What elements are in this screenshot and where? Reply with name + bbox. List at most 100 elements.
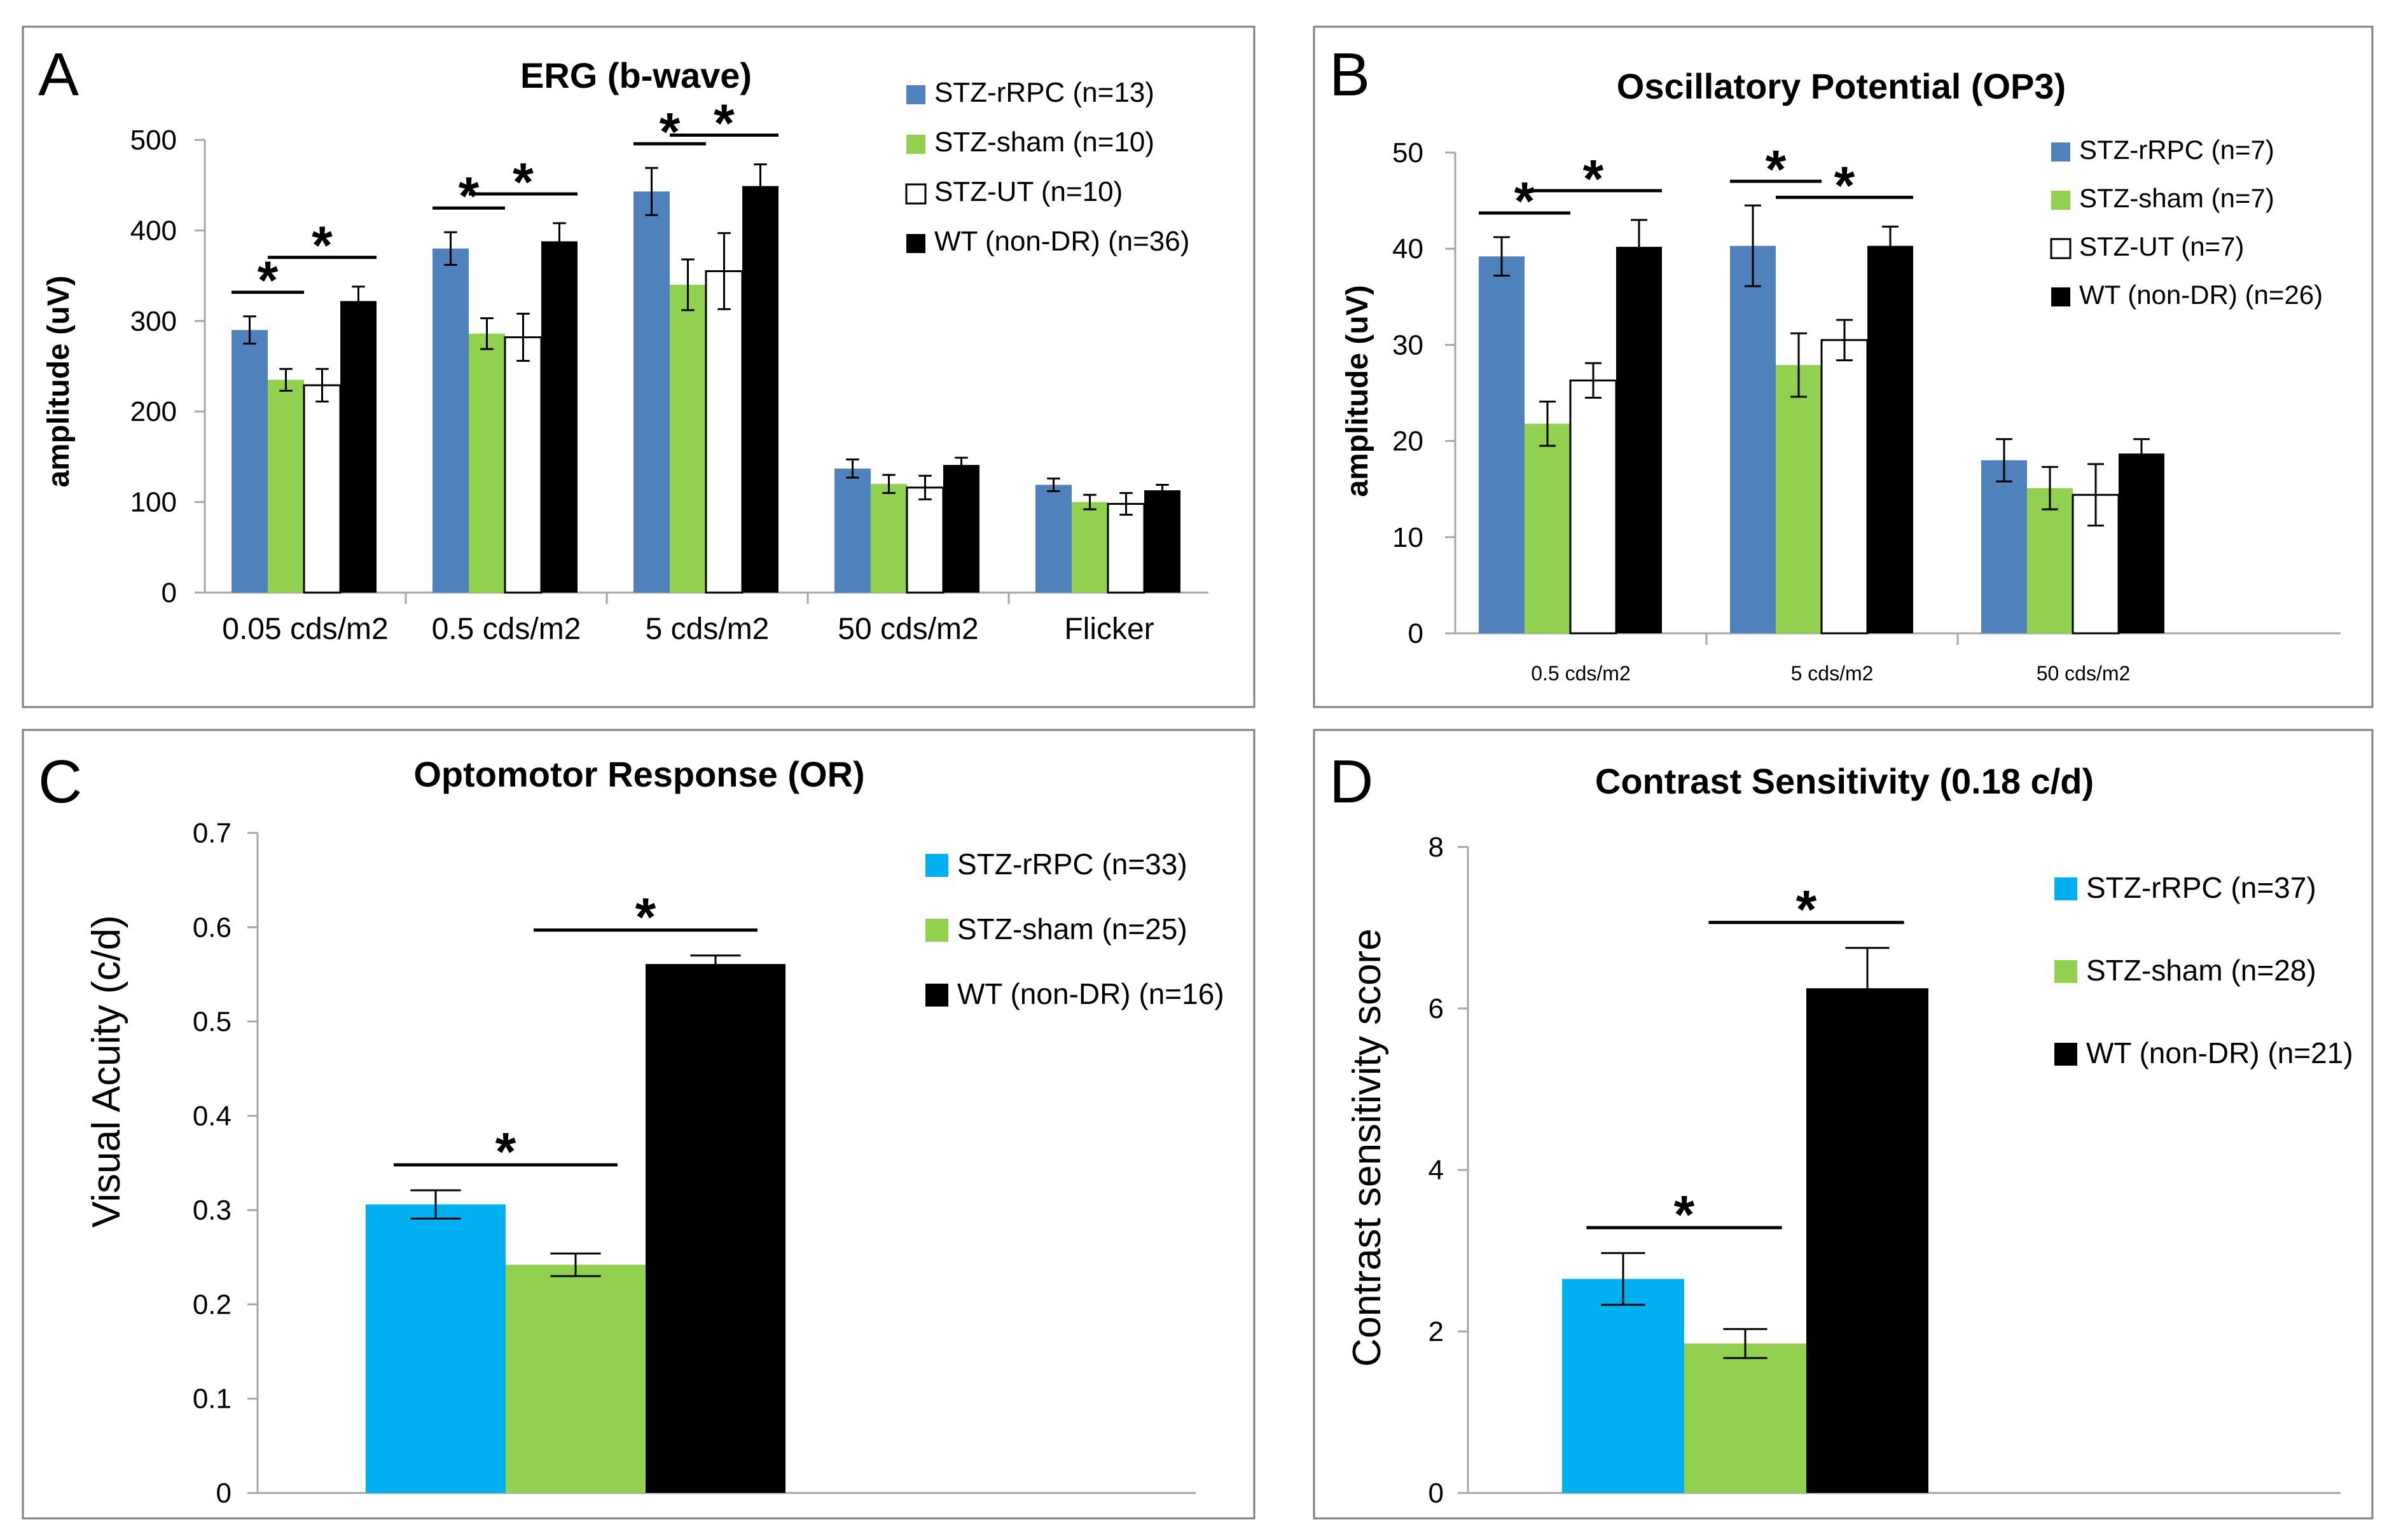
panel-d-contrast: D Contrast Sensitivity (0.18 c/d) Contra… bbox=[1313, 729, 2374, 1520]
legend-label: STZ-UT (n=7) bbox=[2079, 231, 2244, 261]
y-tick-label: 0.4 bbox=[193, 1101, 232, 1132]
legend-swatch-green bbox=[925, 919, 948, 942]
panel-b-title: Oscillatory Potential (OP3) bbox=[1617, 66, 2066, 106]
legend-swatch-cyan bbox=[2054, 877, 2077, 900]
legend-label: STZ-sham (n=7) bbox=[2079, 183, 2274, 213]
panel-a-bars bbox=[232, 163, 1180, 594]
legend-swatch-blue bbox=[2051, 142, 2070, 162]
legend-swatch-green bbox=[2051, 191, 2070, 210]
y-tick-label: 6 bbox=[1429, 993, 1444, 1024]
bar-green-1 bbox=[506, 1265, 646, 1493]
panel-a-letter: A bbox=[38, 41, 79, 109]
panel-d-y-label: Contrast sensitivity score bbox=[1345, 928, 1389, 1366]
bar-blue-2 bbox=[432, 248, 469, 593]
y-tick-label: 200 bbox=[130, 396, 177, 427]
legend-swatch-black bbox=[906, 234, 925, 253]
panel-d-bars bbox=[1562, 947, 1928, 1493]
significance-star: * bbox=[714, 93, 735, 153]
panel-a-significance: * * * * * * bbox=[232, 93, 778, 310]
y-tick-label: 0 bbox=[216, 1478, 232, 1509]
panel-d-significance: ** bbox=[1586, 879, 1904, 1244]
legend-swatch-white bbox=[2050, 238, 2072, 259]
legend-label: STZ-sham (n=25) bbox=[957, 912, 1187, 945]
bar-blue-4 bbox=[834, 468, 871, 593]
bar-green-2 bbox=[469, 333, 505, 593]
bar-white-2 bbox=[1820, 339, 1869, 635]
panel-b-letter: B bbox=[1329, 41, 1370, 109]
y-tick-label: 0.5 bbox=[193, 1007, 232, 1038]
bar-black-3 bbox=[2119, 453, 2164, 633]
panel-c-y-label: Visual Acuity (c/d) bbox=[85, 915, 128, 1228]
bar-green-3 bbox=[670, 284, 706, 593]
bar-black-2 bbox=[541, 241, 578, 593]
panel-b-y-label: amplitude (uV) bbox=[1341, 285, 1374, 497]
legend-swatch-blue bbox=[906, 85, 925, 104]
legend-swatch-black bbox=[2051, 287, 2070, 306]
panel-c-axes: 0 0.1 0.2 0.3 0.4 0.5 0.6 0.7 bbox=[193, 818, 1196, 1509]
bar-green-5 bbox=[1072, 502, 1108, 593]
panel-c-legend: STZ-rRPC (n=33) STZ-sham (n=25) WT (non-DR… bbox=[925, 848, 1224, 1010]
panel-c-significance: ** bbox=[394, 887, 758, 1181]
panel-a-axes: 0 100 200 300 400 500 0.05 cds/m2 0.5 cds/m2 5 c… bbox=[130, 125, 1208, 646]
significance-star: * bbox=[660, 102, 681, 162]
y-tick-label: 0.1 bbox=[193, 1384, 232, 1415]
significance-star: * bbox=[258, 251, 279, 310]
y-tick-label: 20 bbox=[1392, 426, 1423, 457]
x-category-label: 5 cds/m2 bbox=[646, 612, 770, 646]
bar-black-2 bbox=[1867, 245, 1913, 633]
panel-c-optomotor: C Optomotor Response (OR) Visual Acuity … bbox=[22, 729, 1256, 1520]
panel-b-axes: 0 10 20 30 40 50 0.5 cds/m2 5 cds/m2 50 cds/m2 bbox=[1392, 137, 2341, 685]
bar-green-4 bbox=[871, 484, 907, 593]
significance-star: * bbox=[513, 152, 534, 212]
y-tick-label: 500 bbox=[130, 125, 177, 156]
legend-swatch-black bbox=[2054, 1043, 2077, 1066]
significance-star: * bbox=[1766, 139, 1787, 199]
bar-blue-2 bbox=[1730, 245, 1776, 633]
y-tick-label: 300 bbox=[130, 306, 177, 337]
bar-cyan-1 bbox=[1562, 1279, 1684, 1493]
y-tick-label: 8 bbox=[1429, 832, 1444, 863]
panel-c-bars bbox=[366, 954, 785, 1493]
bar-green-1 bbox=[268, 380, 304, 593]
panel-a-erg: A ERG (b-wave) amplitude (uV) 0 100 200 300… bbox=[22, 25, 1256, 708]
x-category-label: 0.05 cds/m2 bbox=[222, 612, 388, 646]
panel-b-bars bbox=[1479, 204, 2164, 635]
legend-label: STZ-rRPC (n=33) bbox=[957, 848, 1187, 881]
legend-label: WT (non-DR) (n=16) bbox=[957, 977, 1224, 1010]
legend-label: WT (non-DR) (n=26) bbox=[2079, 280, 2323, 310]
bar-white-5 bbox=[1107, 502, 1145, 594]
y-tick-label: 50 bbox=[1392, 137, 1423, 168]
bar-white-3 bbox=[705, 270, 744, 594]
panel-b-legend: STZ-rRPC (n=7) STZ-sham (n=7) STZ-UT (n=7)… bbox=[2050, 135, 2323, 310]
panel-a-title: ERG (b-wave) bbox=[520, 55, 752, 95]
bar-white-1 bbox=[303, 384, 342, 594]
panel-d-legend: STZ-rRPC (n=37) STZ-sham (n=28) WT (non-DR… bbox=[2054, 871, 2353, 1069]
bar-black-1 bbox=[1616, 247, 1662, 633]
bar-white-1 bbox=[1569, 379, 1617, 635]
bar-black-4 bbox=[943, 465, 979, 593]
bar-black-1 bbox=[646, 964, 785, 1493]
bar-blue-1 bbox=[1479, 256, 1525, 633]
bar-green-1 bbox=[1684, 1344, 1806, 1493]
panel-b-significance: * * * * bbox=[1479, 139, 1913, 231]
y-tick-label: 0.2 bbox=[193, 1289, 232, 1320]
legend-swatch-cyan bbox=[925, 854, 948, 877]
significance-star: * bbox=[312, 216, 333, 275]
legend-swatch-black bbox=[925, 984, 948, 1007]
panel-d-title: Contrast Sensitivity (0.18 c/d) bbox=[1595, 761, 2094, 801]
bar-blue-1 bbox=[232, 330, 268, 593]
panel-a-legend: STZ-rRPC (n=13) STZ-sham (n=10) STZ-UT (n=… bbox=[905, 77, 1189, 257]
bar-green-1 bbox=[1525, 423, 1570, 633]
panel-d-letter: D bbox=[1329, 748, 1373, 816]
legend-label: WT (non-DR) (n=36) bbox=[934, 226, 1189, 257]
x-category-label: 0.5 cds/m2 bbox=[1531, 662, 1631, 685]
y-tick-label: 0.3 bbox=[193, 1195, 232, 1226]
x-category-label: 50 cds/m2 bbox=[2037, 662, 2131, 685]
legend-label: STZ-UT (n=10) bbox=[934, 176, 1123, 207]
y-tick-label: 0 bbox=[1408, 618, 1423, 649]
bar-green-3 bbox=[2027, 488, 2073, 633]
legend-swatch-green bbox=[906, 135, 925, 154]
y-tick-label: 0.7 bbox=[193, 818, 232, 849]
y-tick-label: 0.6 bbox=[193, 912, 232, 943]
significance-star: * bbox=[459, 166, 480, 226]
